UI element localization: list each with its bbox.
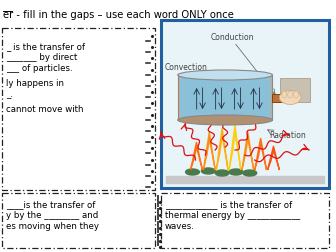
Ellipse shape <box>288 91 293 98</box>
Text: waves.: waves. <box>165 222 195 231</box>
Polygon shape <box>203 132 215 170</box>
Text: ___ of particles.: ___ of particles. <box>6 64 73 73</box>
Ellipse shape <box>185 169 200 175</box>
Polygon shape <box>242 132 254 170</box>
Ellipse shape <box>178 115 272 125</box>
Polygon shape <box>229 125 241 170</box>
Text: Conduction: Conduction <box>210 34 254 43</box>
Bar <box>280 78 310 102</box>
Bar <box>161 193 329 248</box>
Polygon shape <box>191 142 202 170</box>
Ellipse shape <box>294 91 299 98</box>
Text: er - fill in the gaps – use each word ONLY once: er - fill in the gaps – use each word ON… <box>3 10 234 20</box>
Text: _.: _. <box>6 90 13 99</box>
Ellipse shape <box>280 90 301 105</box>
Ellipse shape <box>229 169 243 175</box>
Bar <box>178 75 272 120</box>
Text: ____is the transfer of: ____is the transfer of <box>6 200 95 209</box>
Text: ____________ is the transfer of: ____________ is the transfer of <box>165 200 292 209</box>
Text: es moving when they: es moving when they <box>6 222 99 231</box>
Bar <box>161 20 329 188</box>
Ellipse shape <box>201 168 215 174</box>
Bar <box>2 28 155 190</box>
Text: ly happens in: ly happens in <box>6 79 64 88</box>
Polygon shape <box>267 146 280 170</box>
Polygon shape <box>255 138 266 170</box>
Bar <box>272 93 286 102</box>
Bar <box>180 77 270 118</box>
Bar <box>2 193 155 248</box>
Ellipse shape <box>215 170 229 176</box>
Polygon shape <box>216 128 228 170</box>
Ellipse shape <box>282 91 287 98</box>
Ellipse shape <box>243 170 257 176</box>
Text: Convection: Convection <box>165 64 208 73</box>
Text: cannot move with: cannot move with <box>6 105 83 114</box>
Text: y by the ________ and: y by the ________ and <box>6 211 98 220</box>
Text: _ is the transfer of: _ is the transfer of <box>6 42 85 51</box>
Ellipse shape <box>178 70 272 80</box>
Text: _______ by direct: _______ by direct <box>6 53 77 62</box>
Text: thermal energy by ____________: thermal energy by ____________ <box>165 211 300 220</box>
Text: Radiation: Radiation <box>269 131 306 140</box>
